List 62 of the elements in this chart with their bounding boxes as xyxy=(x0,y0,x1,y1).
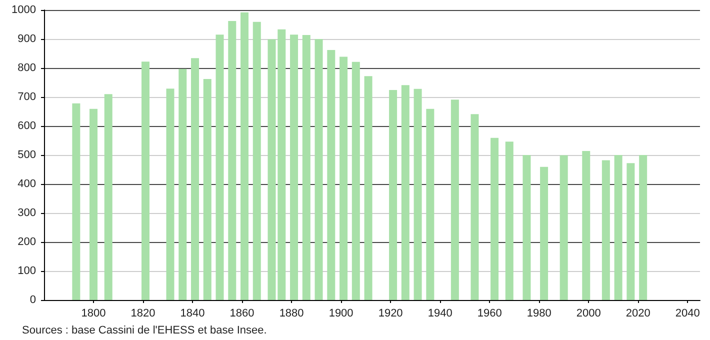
y-tick-label: 600 xyxy=(18,120,36,132)
y-tick-label: 100 xyxy=(18,265,36,277)
bar xyxy=(560,155,568,300)
bar xyxy=(639,155,648,300)
bar xyxy=(470,114,479,300)
x-tick-label: 1820 xyxy=(130,308,156,320)
bar xyxy=(614,155,622,300)
y-tick-label: 900 xyxy=(18,33,36,45)
bar xyxy=(290,34,298,300)
bar xyxy=(414,88,422,300)
bar xyxy=(191,58,200,300)
bar xyxy=(540,166,548,300)
x-tick-label: 1940 xyxy=(428,308,452,320)
bar xyxy=(90,108,98,300)
y-tick-label: 800 xyxy=(18,62,36,74)
y-tick-label: 200 xyxy=(18,236,36,248)
bar xyxy=(490,138,499,300)
bar xyxy=(252,22,261,300)
source-note: Sources : base Cassini de l'EHESS et base Insee. xyxy=(22,324,267,336)
bar xyxy=(240,12,249,300)
x-tick-label: 2020 xyxy=(626,308,650,320)
x-tick-label: 2000 xyxy=(576,308,601,320)
y-tick-label: 400 xyxy=(18,178,36,190)
bar xyxy=(505,142,514,300)
x-tick-label: 1960 xyxy=(477,308,502,320)
bar xyxy=(450,100,459,300)
y-tick-label: 700 xyxy=(18,91,36,103)
bar xyxy=(178,68,187,300)
bar xyxy=(203,79,212,300)
x-tick-label: 1840 xyxy=(180,308,205,320)
bar xyxy=(228,21,236,300)
x-tick-label: 1860 xyxy=(230,308,254,320)
x-tick-label: 1980 xyxy=(526,308,552,320)
x-tick-label: 1900 xyxy=(328,308,354,320)
bar xyxy=(352,62,360,300)
bar xyxy=(278,29,286,300)
bar xyxy=(327,50,336,300)
bar xyxy=(522,155,531,300)
bar xyxy=(216,34,224,300)
x-tick-label: 1800 xyxy=(81,308,106,320)
bar xyxy=(104,94,112,300)
bar xyxy=(340,56,348,300)
bar xyxy=(166,88,174,300)
bar xyxy=(389,90,398,300)
bar xyxy=(626,163,635,300)
bar xyxy=(72,103,80,300)
bar xyxy=(602,160,610,300)
bar xyxy=(302,34,310,300)
y-tick-label: 0 xyxy=(30,294,36,306)
bar xyxy=(401,85,410,300)
x-tick-label: 2040 xyxy=(675,308,700,320)
x-tick-label: 1920 xyxy=(378,308,403,320)
bar xyxy=(364,76,372,300)
bar xyxy=(141,62,150,300)
y-tick-label: 300 xyxy=(18,207,36,219)
bar xyxy=(268,39,276,300)
bar xyxy=(426,108,434,300)
y-tick-label: 1000 xyxy=(12,4,36,16)
bar xyxy=(582,150,590,300)
y-tick-label: 500 xyxy=(18,149,36,161)
x-tick-label: 1880 xyxy=(279,308,304,320)
bar xyxy=(314,39,323,300)
